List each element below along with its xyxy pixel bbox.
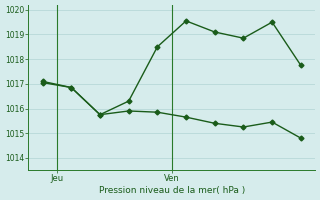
X-axis label: Pression niveau de la mer( hPa ): Pression niveau de la mer( hPa ) xyxy=(99,186,245,195)
